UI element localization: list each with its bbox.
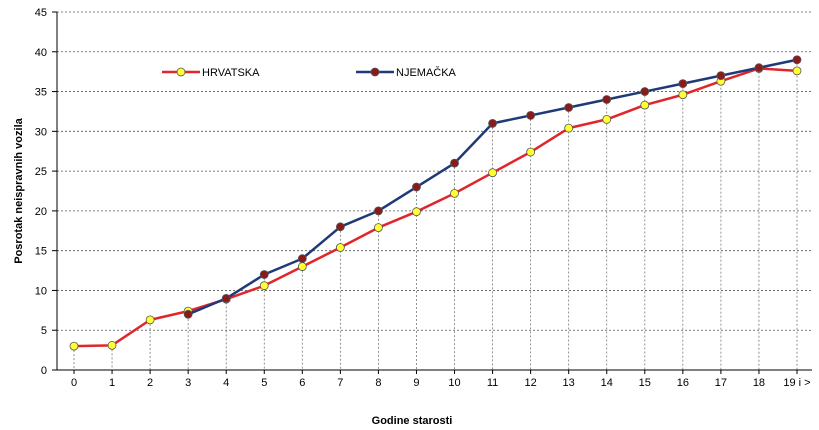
- x-tick-label: 17: [715, 377, 727, 389]
- y-tick-label: 15: [35, 246, 47, 258]
- x-axis-title: Godine starosti: [372, 415, 453, 427]
- data-point: [792, 55, 802, 65]
- data-point: [183, 309, 193, 319]
- data-point: [640, 87, 650, 96]
- x-tick-label: 9: [413, 377, 419, 389]
- x-tick-label: 18: [753, 377, 765, 389]
- data-point: [297, 262, 307, 271]
- x-tick-label: 0: [71, 377, 77, 389]
- data-point: [602, 115, 612, 124]
- y-tick-label: 35: [35, 87, 47, 99]
- x-tick-label: 6: [299, 377, 305, 389]
- data-point: [335, 222, 345, 232]
- data-point: [412, 182, 421, 192]
- x-tick-label: 11: [487, 377, 498, 389]
- series-1: [183, 55, 802, 319]
- x-tick-label: 1: [109, 377, 115, 389]
- y-tick-label: 20: [35, 206, 47, 218]
- data-point: [678, 79, 688, 88]
- legend-entry: NJEMAČKA: [356, 66, 457, 79]
- legend-marker: [370, 67, 380, 77]
- legend: HRVATSKA NJEMAČKA: [162, 66, 457, 79]
- data-point: [221, 293, 231, 303]
- data-point: [450, 158, 459, 168]
- x-tick-label: 16: [677, 377, 689, 389]
- series-group: [69, 55, 802, 351]
- legend-marker: [176, 67, 186, 77]
- data-point: [488, 118, 497, 128]
- y-tick-label: 5: [41, 325, 47, 337]
- data-point: [107, 340, 117, 350]
- data-point: [259, 270, 269, 279]
- drop-lines: [73, 59, 798, 370]
- data-point: [374, 223, 383, 232]
- legend-label: HRVATSKA: [202, 67, 260, 79]
- data-point: [69, 341, 79, 351]
- y-tick-labels: 0 5 10 15 20 25 30 35 40 45: [35, 7, 47, 377]
- series-0: [69, 64, 802, 351]
- data-point: [259, 281, 269, 291]
- data-point: [488, 168, 497, 178]
- x-tick-labels: 0 1 2 3 4 5 6 7 8 9 10 11 12 13 14 15 16 17 18 19 i >: [71, 377, 811, 389]
- data-point: [754, 63, 764, 73]
- data-point: [602, 95, 612, 104]
- legend-entry: HRVATSKA: [162, 67, 260, 79]
- data-point: [564, 103, 574, 112]
- y-tick-label: 40: [35, 47, 47, 59]
- data-point: [374, 206, 383, 216]
- x-tick-label: 19 i >: [783, 377, 810, 389]
- y-tick-label: 30: [35, 126, 47, 138]
- x-tick-label: 13: [563, 377, 575, 389]
- x-tick-label: 2: [147, 377, 153, 389]
- x-tick-label: 14: [601, 377, 613, 389]
- data-point: [335, 243, 345, 252]
- x-tick-label: 4: [223, 377, 229, 389]
- data-point: [145, 315, 155, 325]
- data-point: [526, 111, 536, 120]
- data-point: [450, 188, 459, 198]
- data-point: [564, 123, 574, 133]
- data-point: [678, 90, 688, 100]
- data-point: [640, 100, 650, 110]
- x-tick-label: 8: [375, 377, 381, 389]
- data-point: [716, 71, 726, 81]
- data-point: [526, 147, 536, 157]
- data-point: [412, 207, 421, 217]
- data-point: [792, 66, 802, 76]
- data-point: [297, 254, 307, 264]
- series-line: [73, 67, 798, 348]
- y-tick-label: 25: [35, 166, 47, 178]
- x-tick-label: 7: [337, 377, 343, 389]
- x-tick-label: 3: [185, 377, 191, 389]
- y-tick-label: 45: [35, 7, 47, 19]
- y-tick-label: 0: [41, 365, 47, 377]
- legend-label: NJEMAČKA: [396, 66, 457, 79]
- x-tick-label: 15: [639, 377, 651, 389]
- grid-lines: [57, 11, 812, 331]
- x-tick-label: 12: [525, 377, 537, 389]
- y-tick-label: 10: [35, 285, 47, 297]
- x-tick-label: 5: [261, 377, 267, 389]
- axes: [52, 11, 812, 374]
- x-tick-label: 10: [448, 377, 460, 389]
- y-axis-title: Posrotak neispravnih vozila: [13, 117, 25, 263]
